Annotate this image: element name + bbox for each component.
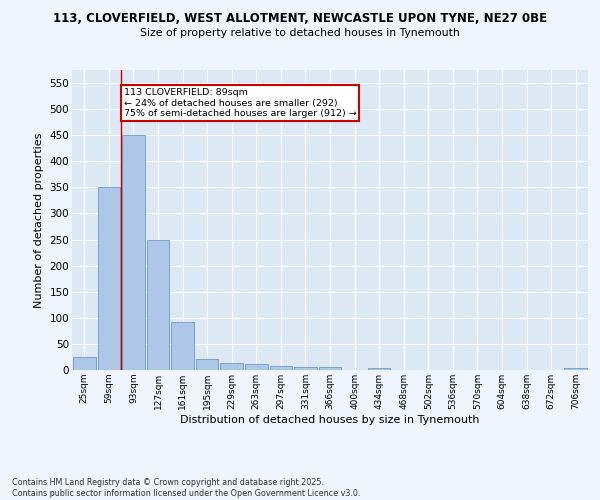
Text: 113, CLOVERFIELD, WEST ALLOTMENT, NEWCASTLE UPON TYNE, NE27 0BE: 113, CLOVERFIELD, WEST ALLOTMENT, NEWCAS… [53, 12, 547, 26]
Bar [98, 188, 120, 370]
Bar [196, 358, 218, 370]
Bar [294, 368, 317, 370]
Bar [368, 368, 391, 370]
Bar [220, 363, 243, 370]
Bar [122, 135, 145, 370]
Y-axis label: Number of detached properties: Number of detached properties [34, 132, 44, 308]
Bar [245, 364, 268, 370]
Bar [565, 368, 587, 370]
Bar [171, 322, 194, 370]
Text: 113 CLOVERFIELD: 89sqm
← 24% of detached houses are smaller (292)
75% of semi-de: 113 CLOVERFIELD: 89sqm ← 24% of detached… [124, 88, 356, 118]
Bar [146, 240, 169, 370]
Bar [73, 357, 95, 370]
X-axis label: Distribution of detached houses by size in Tynemouth: Distribution of detached houses by size … [180, 414, 480, 424]
Bar [319, 368, 341, 370]
Bar [269, 366, 292, 370]
Text: Contains HM Land Registry data © Crown copyright and database right 2025.
Contai: Contains HM Land Registry data © Crown c… [12, 478, 361, 498]
Text: Size of property relative to detached houses in Tynemouth: Size of property relative to detached ho… [140, 28, 460, 38]
